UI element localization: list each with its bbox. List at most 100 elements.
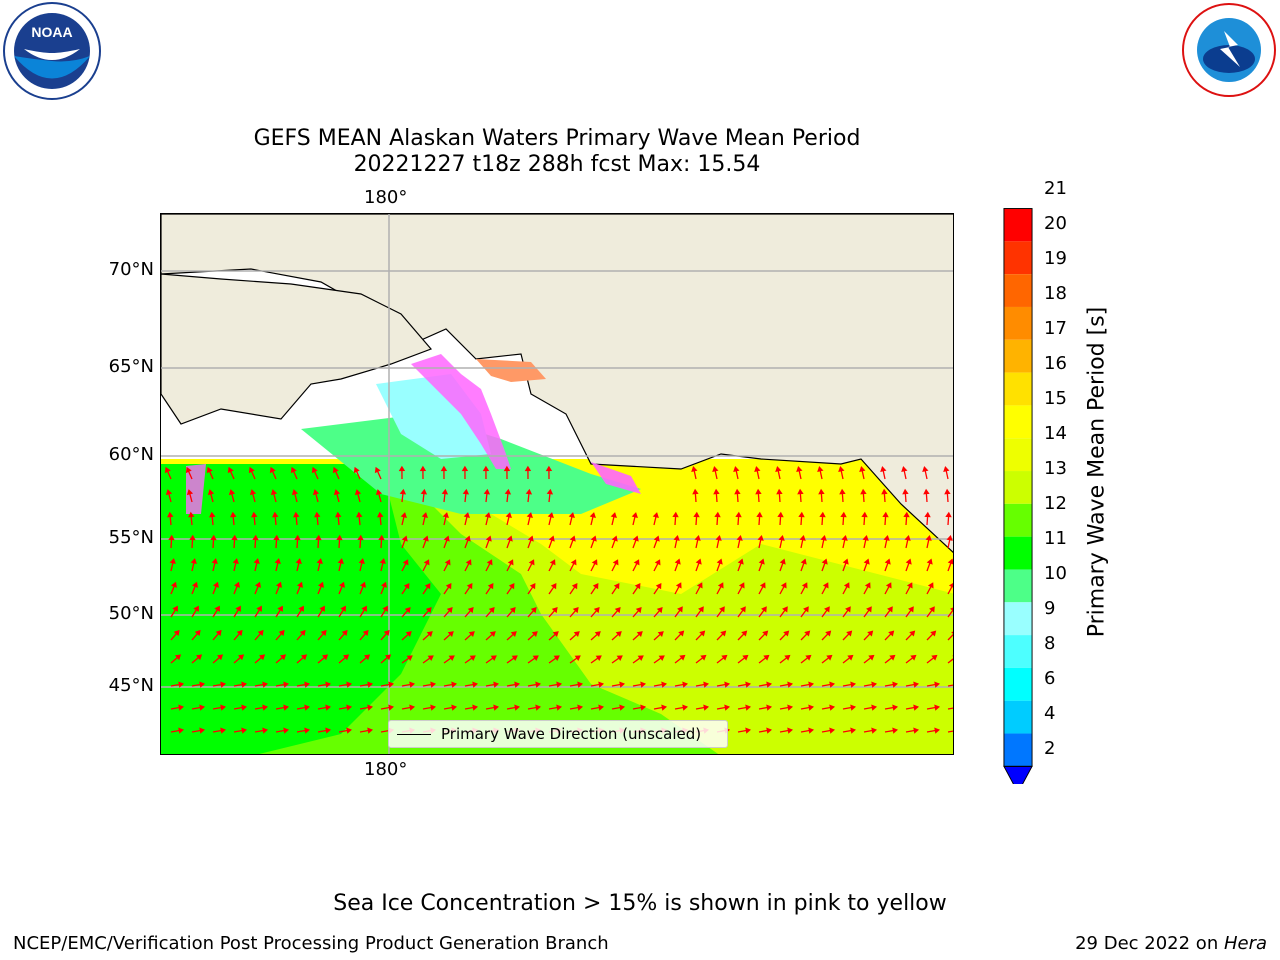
wave-arrow-head xyxy=(674,558,681,565)
wave-arrow-head xyxy=(174,654,182,661)
wave-arrow-head xyxy=(738,582,745,589)
wave-arrow-head xyxy=(734,488,741,495)
nws-logo xyxy=(1180,1,1278,103)
wave-arrow-head xyxy=(556,681,563,688)
wave-arrow-head xyxy=(654,559,661,566)
wave-arrow-head xyxy=(509,606,516,614)
wave-arrow-head xyxy=(546,488,554,495)
wave-arrow-head xyxy=(804,630,811,637)
wave-arrow-head xyxy=(444,559,451,566)
wave-arrow-head xyxy=(482,465,490,472)
date-stamp: 29 Dec 2022 on Hera xyxy=(1075,933,1267,954)
colorbar-tick-label: 8 xyxy=(1044,633,1056,654)
wave-arrow-head xyxy=(677,606,683,613)
wave-arrow-head xyxy=(655,583,662,590)
wave-arrow-head xyxy=(463,512,470,519)
wave-arrow-head xyxy=(406,655,413,662)
wave-arrow-head xyxy=(170,581,177,588)
wave-arrow-head xyxy=(488,606,495,614)
wave-arrow-head xyxy=(467,606,474,614)
wave-arrow-head xyxy=(598,704,605,711)
colorbar-segment xyxy=(1003,339,1033,373)
wave-arrow-head xyxy=(359,581,366,588)
wave-arrow-head xyxy=(168,534,175,541)
wave-arrow-head xyxy=(943,466,950,472)
wave-arrow-head xyxy=(341,629,348,637)
lat-label-60: 60°N xyxy=(108,444,154,465)
wave-arrow-head xyxy=(692,488,699,495)
wave-arrow-head xyxy=(652,512,659,519)
colorbar-segment xyxy=(1003,438,1033,472)
wave-arrow-head xyxy=(325,727,332,734)
wave-arrow-head xyxy=(733,466,740,472)
wave-arrow-head xyxy=(779,558,786,565)
colorbar-tick-label: 21 xyxy=(1044,178,1067,199)
wave-arrow-head xyxy=(377,511,384,518)
wave-arrow-head xyxy=(486,559,493,566)
wave-arrow-head xyxy=(653,535,660,542)
wave-arrow-head xyxy=(220,704,227,711)
wave-arrow-head xyxy=(511,655,518,662)
wave-arrow-head xyxy=(270,489,278,496)
wave-arrow-head xyxy=(817,466,824,472)
wave-arrow-head xyxy=(405,631,412,638)
wave-arrow-head xyxy=(633,559,640,566)
wave-arrow-head xyxy=(278,629,285,637)
date-text: 29 Dec 2022 on xyxy=(1075,933,1224,954)
wave-arrow-head xyxy=(472,681,479,688)
wave-arrow-head xyxy=(766,681,773,688)
land-masses xyxy=(161,214,953,553)
wave-arrow-head xyxy=(469,655,476,662)
wave-arrow-head xyxy=(841,535,848,541)
wave-arrow-head xyxy=(210,534,217,541)
wave-arrow-head xyxy=(529,583,536,590)
wave-arrow-head xyxy=(713,488,720,495)
wave-arrow-head xyxy=(545,465,553,472)
wave-arrow-head xyxy=(421,512,428,519)
wave-arrow-head xyxy=(228,489,236,496)
wave-arrow-head xyxy=(805,654,812,661)
wave-arrow-head xyxy=(763,654,770,661)
wave-arrow-head xyxy=(206,466,213,474)
wave-arrow-head xyxy=(724,704,731,711)
wave-arrow-head xyxy=(388,704,395,711)
wave-arrow-head xyxy=(880,466,887,472)
wave-arrow-head xyxy=(346,727,353,734)
wave-arrow xyxy=(947,730,953,733)
wave-arrow-head xyxy=(442,512,449,519)
wave-arrow-head xyxy=(294,534,301,541)
wave-arrow-head xyxy=(514,704,521,711)
wave-arrow-head xyxy=(672,511,679,518)
wave-arrow-head xyxy=(507,559,514,566)
wave-arrow-head xyxy=(189,534,196,541)
wave-arrow-head xyxy=(547,512,554,519)
wave-arrow-head xyxy=(573,631,580,638)
wave-arrow-head xyxy=(909,630,916,637)
wave-arrow-head xyxy=(524,465,532,472)
wave-arrow-head xyxy=(489,631,496,638)
wave-arrow-head xyxy=(402,559,409,566)
wave-arrow-head xyxy=(801,582,808,589)
colorbar-tick-label: 18 xyxy=(1044,283,1067,304)
wave-arrow-head xyxy=(275,581,282,588)
wave-arrow-head xyxy=(248,466,255,474)
colorbar-segment xyxy=(1003,635,1033,668)
wave-arrow-head xyxy=(756,511,763,518)
wave-arrow-head xyxy=(862,535,869,541)
wave-arrow-head xyxy=(505,512,512,519)
wave-arrow-head xyxy=(214,605,220,612)
wave-arrow-head xyxy=(883,535,890,541)
wave-arrow-head xyxy=(320,629,327,637)
wave-arrow-head xyxy=(619,681,626,688)
wave-arrow-head xyxy=(506,535,513,542)
chart-title: GEFS MEAN Alaskan Waters Primary Wave Me… xyxy=(253,126,861,151)
wave-arrow-head xyxy=(404,606,411,614)
wave-arrow-head xyxy=(825,630,832,637)
colorbar-tick-label: 10 xyxy=(1044,563,1067,584)
wave-arrow-head xyxy=(440,465,448,472)
wave-arrow xyxy=(947,658,953,664)
wave-arrow-head xyxy=(426,631,433,638)
wave-arrow-head xyxy=(619,704,626,711)
wave-arrow-head xyxy=(901,466,908,472)
wave-arrow-head xyxy=(552,631,559,638)
